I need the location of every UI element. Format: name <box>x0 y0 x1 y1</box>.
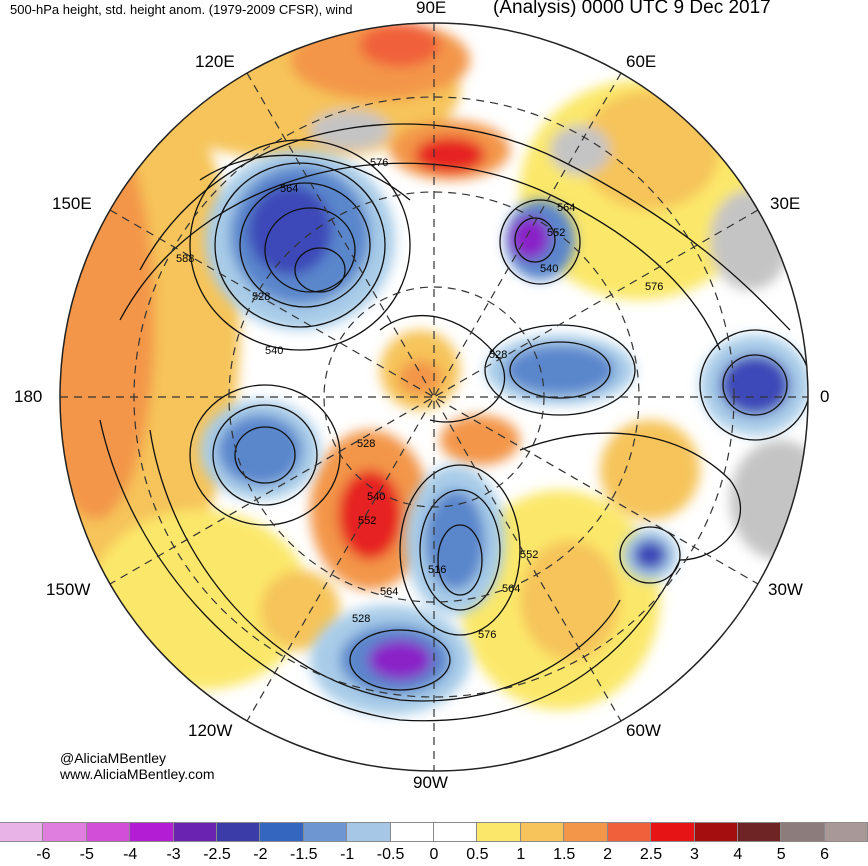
colorbar-swatch <box>86 822 131 842</box>
colorbar-swatch <box>390 822 435 842</box>
colorbar-swatch <box>737 822 782 842</box>
colorbar-swatch <box>520 822 565 842</box>
colorbar-tick-label: 1 <box>516 846 526 863</box>
lon-label-180: 180 <box>14 387 43 406</box>
colorbar-swatch <box>260 822 304 842</box>
analysis-time: (Analysis) 0000 UTC 9 Dec 2017 <box>493 0 771 18</box>
colorbar-swatch <box>347 822 391 842</box>
contour-label: 552 <box>358 515 376 527</box>
lon-label-90w: 90W <box>413 773 448 792</box>
contour-label: 528 <box>352 613 370 625</box>
colorbar-tick-label: 2.5 <box>639 846 663 863</box>
contour-label: 540 <box>367 491 385 503</box>
contour-label: 540 <box>540 263 558 275</box>
contour-label: 576 <box>370 157 388 169</box>
colorbar-swatch <box>0 822 44 842</box>
colorbar-ticks: -6 -5 -4 -3 -2.5 -2 -1.5 -1 -0.5 0 0.5 1 1.5 2 2.5 3 4 5 6 <box>0 846 868 866</box>
colorbar-swatch <box>651 822 695 842</box>
colorbar-tick-label: -1.5 <box>290 846 318 863</box>
colorbar-tick-label: 4 <box>733 846 743 863</box>
graticule <box>60 23 808 771</box>
colorbar-tick-label: -1 <box>340 846 355 863</box>
contour-label: 528 <box>489 349 507 361</box>
contour-label: 528 <box>357 438 375 450</box>
contour-label: 552 <box>520 549 538 561</box>
contour-label: 588 <box>176 253 194 265</box>
credit-twitter: @AliciaMBentley <box>60 750 167 766</box>
colorbar-tick-label: -2.5 <box>203 846 231 863</box>
lon-label-150w: 150W <box>46 580 91 599</box>
colorbar-swatch <box>781 822 825 842</box>
colorbar-tick-label: 6 <box>820 846 830 863</box>
colorbar-swatch <box>217 822 261 842</box>
contour-label: 516 <box>428 564 446 576</box>
contour-label: 576 <box>478 629 496 641</box>
colorbar-tick-label: 3 <box>689 846 699 863</box>
lon-label-30e: 30E <box>770 194 801 213</box>
colorbar-tick-label: 5 <box>776 846 786 863</box>
colorbar-tick-label: -2 <box>253 846 268 863</box>
anomaly-field <box>60 23 808 771</box>
colorbar-tick-label: 0 <box>429 846 439 863</box>
lon-label-60w: 60W <box>626 721 661 740</box>
lon-label-150e: 150E <box>52 194 92 213</box>
colorbar-swatch <box>477 822 521 842</box>
colorbar-swatch <box>173 822 218 842</box>
lon-label-30w: 30W <box>768 580 803 599</box>
colorbar-tick-label: -5 <box>79 846 94 863</box>
colorbar-tick-label: 2 <box>603 846 613 863</box>
map-title: 500-hPa height, std. height anom. (1979-… <box>10 2 353 17</box>
colorbar-swatch <box>694 822 738 842</box>
colorbar-tick-label: -6 <box>36 846 51 863</box>
colorbar-swatch <box>130 822 174 842</box>
colorbar-swatch <box>43 822 87 842</box>
height-contours <box>99 123 808 722</box>
contour-label: 576 <box>645 281 663 293</box>
credit-website: www.AliciaMBentley.com <box>60 766 215 782</box>
colorbar-swatch <box>607 822 652 842</box>
polar-map: 576 564 552 540 564 588 528 540 576 528 … <box>59 22 809 772</box>
lon-label-120w: 120W <box>188 721 233 740</box>
contour-label: 564 <box>380 586 398 598</box>
colorbar-tick-label: -0.5 <box>376 846 405 863</box>
colorbar-swatch <box>434 822 478 842</box>
contour-label: 564 <box>280 183 298 195</box>
colorbar-tick-label: -3 <box>166 846 181 863</box>
colorbar-swatch <box>303 822 348 842</box>
lon-label-90e: 90E <box>416 0 447 17</box>
contour-label: 564 <box>557 202 575 214</box>
lon-label-0: 0 <box>820 387 830 406</box>
map-boundary <box>59 22 809 772</box>
contour-label: 540 <box>265 345 283 357</box>
lon-label-60e: 60E <box>626 52 657 71</box>
contour-labels: 576 564 552 540 564 588 528 540 576 528 … <box>176 157 663 641</box>
colorbar-tick-label: -4 <box>123 846 138 863</box>
lon-label-120e: 120E <box>195 52 235 71</box>
colorbar-tick-label: 0.5 <box>466 846 489 863</box>
contour-label: 564 <box>502 583 520 595</box>
colorbar <box>0 822 868 842</box>
colorbar-swatch <box>824 822 868 842</box>
colorbar-swatch <box>564 822 608 842</box>
colorbar-tick-label: 1.5 <box>553 846 576 863</box>
